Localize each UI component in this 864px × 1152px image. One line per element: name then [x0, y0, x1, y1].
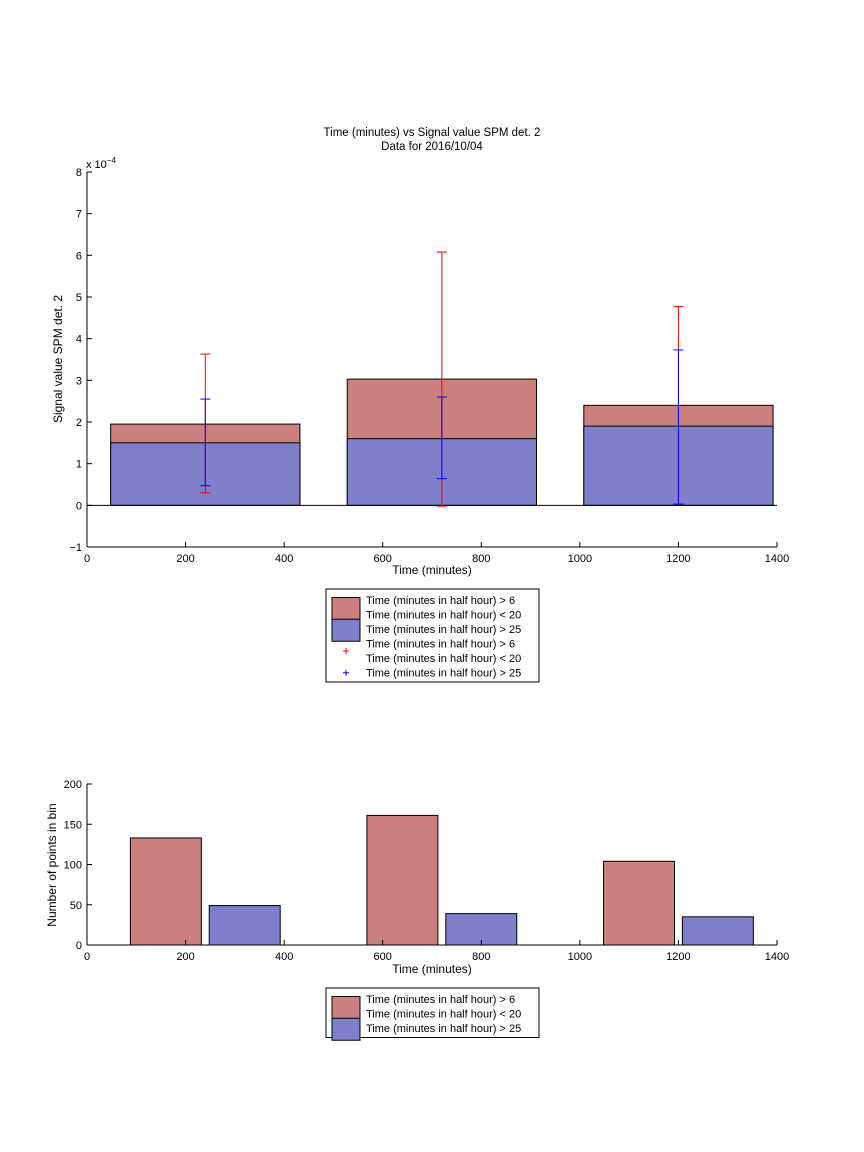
chart2-x-tick-label: 1000	[568, 951, 592, 963]
chart1-legend-box	[325, 588, 540, 683]
chart2-bar-series1	[129, 837, 202, 946]
chart2-x-tick-label: 200	[176, 951, 194, 963]
chart2-x-tick-label: 0	[84, 951, 90, 963]
chart2-legend-label: Time (minutes in half hour) > 6	[366, 994, 515, 1006]
chart1-x-tick-label: 400	[275, 553, 293, 565]
chart2-x-tick-label: 600	[374, 951, 392, 963]
chart1-legend-swatch	[331, 597, 361, 620]
count-chart: 0 200 400 600 800 1000 1200 1400 0 50 100 150 200 Ti…	[45, 779, 789, 1041]
chart1-legend-label: Time (minutes in half hour) > 6	[366, 639, 515, 651]
chart1-y-tick-label: 4	[76, 334, 82, 346]
chart1-y-tick-label: −1	[69, 542, 82, 554]
chart2-x-tick-label: 800	[472, 951, 490, 963]
chart2-bar-series1	[366, 814, 439, 946]
chart1-exponent-base: x 10	[86, 159, 107, 171]
chart2-legend-swatch	[331, 1017, 361, 1041]
chart2-bar-series1	[603, 860, 675, 946]
chart1-y-axis-label: Signal value SPM det. 2	[51, 295, 65, 423]
chart1-legend-label: Time (minutes in half hour) < 20	[366, 610, 521, 622]
chart1-y-tick-label: 1	[76, 459, 82, 471]
chart1-x-tick-label: 800	[472, 553, 490, 565]
chart1-y-tick-label: 7	[76, 209, 82, 221]
chart1-x-tick-label: 0	[84, 553, 90, 565]
chart2-legend-box	[325, 987, 540, 1038]
chart1-x-tick-label: 200	[176, 553, 194, 565]
chart2-y-tick-label: 150	[64, 819, 82, 831]
chart2-legend-swatch	[331, 996, 361, 1019]
chart2-y-tick-label: 0	[76, 940, 82, 952]
chart2-bar-series2	[681, 916, 754, 946]
chart2-bar-series2	[208, 905, 281, 946]
chart2-y-tick-label: 200	[64, 779, 82, 791]
chart1-legend-label: Time (minutes in half hour) > 25	[366, 624, 521, 636]
chart1-y-tick-label: 3	[76, 375, 82, 387]
chart1-y-tick-label: 5	[76, 292, 82, 304]
chart1-y-tick-label: 2	[76, 417, 82, 429]
chart2-y-axis-label: Number of points in bin	[45, 803, 59, 926]
chart1-legend-label: Time (minutes in half hour) > 25	[366, 668, 521, 680]
signal-chart: Time (minutes) vs Signal value SPM det. …	[51, 127, 789, 683]
chart1-legend-label: Time (minutes in half hour) > 6	[366, 595, 515, 607]
chart2-bar-series2	[445, 913, 518, 946]
chart2-legend-label: Time (minutes in half hour) > 25	[366, 1023, 521, 1035]
chart1-x-tick-label: 1000	[568, 553, 592, 565]
chart2-y-tick-label: 50	[70, 900, 82, 912]
chart1-x-tick-label: 1200	[666, 553, 690, 565]
chart2-x-axis-label: Time (minutes)	[392, 962, 472, 976]
chart1-y-tick-label: 8	[76, 167, 82, 179]
chart2-x-tick-label: 1400	[765, 951, 789, 963]
chart1-x-tick-label: 600	[374, 553, 392, 565]
chart1-title: Time (minutes) vs Signal value SPM det. …	[324, 127, 541, 139]
chart1-y-tick-label: 6	[76, 250, 82, 262]
chart2-y-tick-label: 100	[64, 860, 82, 872]
chart1-x-axis-label: Time (minutes)	[392, 563, 472, 577]
chart1-y-tick-label: 0	[76, 500, 82, 512]
chart1-x-tick-label: 1400	[765, 553, 789, 565]
chart1-legend-label: Time (minutes in half hour) < 20	[366, 653, 521, 665]
chart2-legend-label: Time (minutes in half hour) < 20	[366, 1009, 521, 1021]
chart1-legend-swatch	[331, 618, 361, 642]
chart2-x-tick-label: 400	[275, 951, 293, 963]
chart1-exponent-label: x 10−4	[86, 156, 116, 171]
chart2-x-tick-label: 1200	[666, 951, 690, 963]
chart1-subtitle: Data for 2016/10/04	[381, 141, 483, 153]
chart1-exponent-power: −4	[107, 156, 117, 165]
